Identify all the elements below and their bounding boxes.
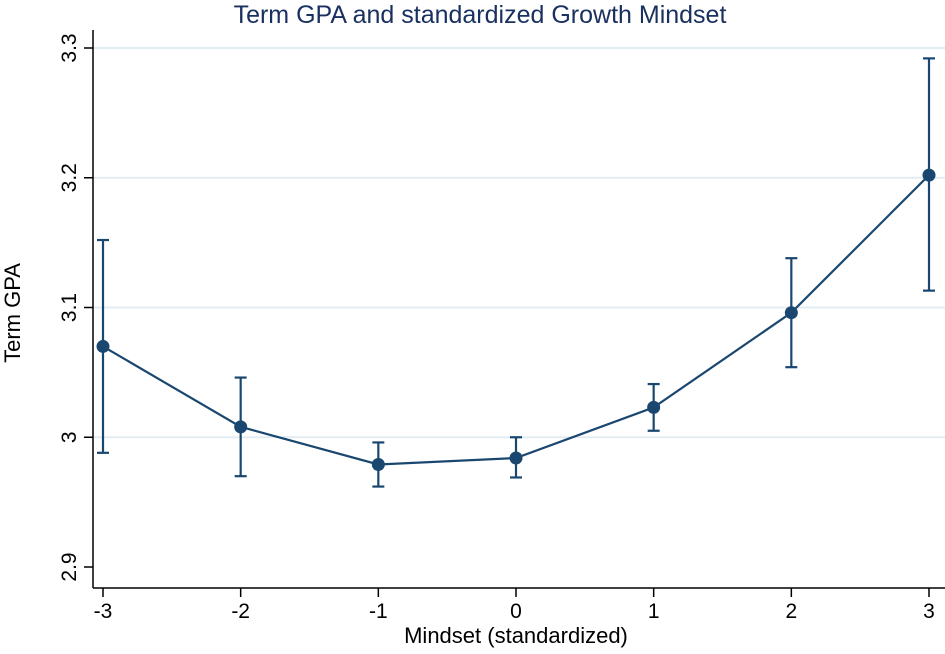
x-tick-label: 2 xyxy=(785,600,797,623)
y-axis-label: Term GPA xyxy=(0,263,25,363)
y-tick-label: 3.3 xyxy=(58,33,81,62)
series xyxy=(96,57,936,488)
chart-title: Term GPA and standardized Growth Mindset xyxy=(234,1,727,29)
x-tick-label: 3 xyxy=(923,600,935,623)
data-point xyxy=(922,168,936,182)
x-tick-label: -3 xyxy=(94,600,113,623)
data-point xyxy=(371,457,385,471)
x-axis-label: Mindset (standardized) xyxy=(404,623,628,648)
x-tick-label: 1 xyxy=(648,600,660,623)
axes: 2.9 3 3.1 3.2 3.3 -3 -2 -1 0 1 2 3 xyxy=(58,30,945,623)
x-tick-label: -2 xyxy=(231,600,250,623)
data-point xyxy=(234,420,248,434)
x-tick-label: 0 xyxy=(510,600,522,623)
y-tick-label: 3 xyxy=(58,431,81,443)
y-tick-label: 3.1 xyxy=(58,293,81,322)
series-line xyxy=(102,174,930,466)
x-tick-label: -1 xyxy=(369,600,388,623)
y-tick-label: 2.9 xyxy=(58,552,81,581)
grid-lines xyxy=(93,47,945,439)
y-tick-label: 3.2 xyxy=(58,163,81,192)
data-point xyxy=(784,306,798,320)
data-point xyxy=(647,400,661,414)
data-point xyxy=(96,339,110,353)
data-point xyxy=(509,451,523,465)
